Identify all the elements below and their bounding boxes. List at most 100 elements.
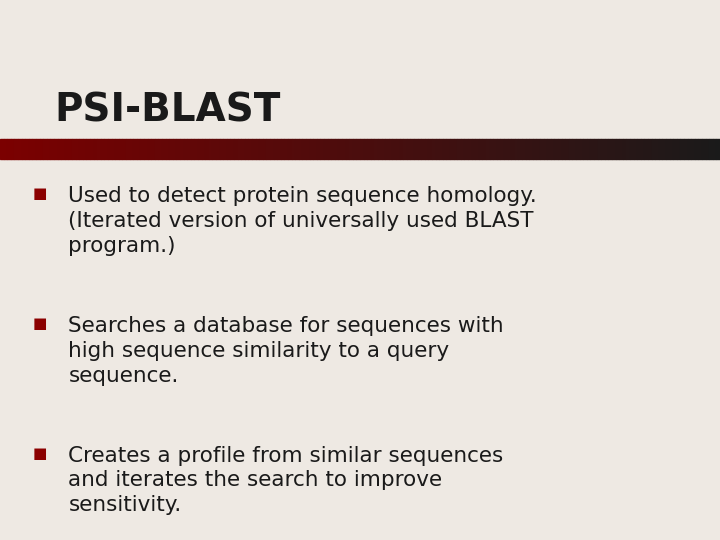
Bar [526, 139, 529, 159]
Bar [716, 139, 720, 159]
Bar [482, 139, 486, 159]
Bar [292, 139, 295, 159]
Bar [256, 139, 259, 159]
Bar [241, 139, 245, 159]
Bar [385, 139, 389, 159]
Bar [518, 139, 522, 159]
Bar [133, 139, 137, 159]
Bar [454, 139, 457, 159]
Bar [619, 139, 623, 159]
Bar [551, 139, 554, 159]
Bar [670, 139, 673, 159]
Bar [86, 139, 90, 159]
Text: Searches a database for sequences with
high sequence similarity to a query
seque: Searches a database for sequences with h… [68, 316, 504, 386]
Bar [335, 139, 338, 159]
Bar [709, 139, 713, 159]
Bar [673, 139, 677, 159]
Bar [313, 139, 317, 159]
Bar [40, 139, 43, 159]
Bar [392, 139, 396, 159]
Bar [576, 139, 580, 159]
Bar [472, 139, 475, 159]
Bar [108, 139, 112, 159]
Bar [205, 139, 209, 159]
Bar [54, 139, 58, 159]
Bar [11, 139, 14, 159]
Bar [457, 139, 461, 159]
Bar [407, 139, 410, 159]
Bar [565, 139, 569, 159]
Bar [25, 139, 29, 159]
Bar [184, 139, 187, 159]
Bar [504, 139, 508, 159]
Text: PSI-BLAST: PSI-BLAST [54, 92, 280, 130]
Bar [32, 139, 36, 159]
Bar [216, 139, 220, 159]
Bar [590, 139, 594, 159]
Bar [97, 139, 101, 159]
Bar [234, 139, 238, 159]
Bar [425, 139, 428, 159]
Bar [468, 139, 472, 159]
Bar [14, 139, 18, 159]
Bar [101, 139, 104, 159]
Bar [50, 139, 54, 159]
Bar [112, 139, 115, 159]
Bar [266, 139, 270, 159]
Bar [515, 139, 518, 159]
Bar [238, 139, 241, 159]
Bar [158, 139, 162, 159]
Bar [299, 139, 302, 159]
Bar [511, 139, 515, 159]
Bar [302, 139, 306, 159]
Bar [572, 139, 576, 159]
Bar [662, 139, 666, 159]
Bar [270, 139, 274, 159]
Bar [680, 139, 684, 159]
Bar [122, 139, 126, 159]
Bar [245, 139, 248, 159]
Bar [47, 139, 50, 159]
Bar [29, 139, 32, 159]
Bar [493, 139, 497, 159]
Bar [648, 139, 652, 159]
Bar [677, 139, 680, 159]
Bar [533, 139, 536, 159]
Text: Used to detect protein sequence homology.
(Iterated version of universally used : Used to detect protein sequence homology… [68, 186, 537, 256]
Bar [364, 139, 367, 159]
Bar [508, 139, 511, 159]
Bar [540, 139, 544, 159]
Bar [432, 139, 436, 159]
Bar [162, 139, 166, 159]
Bar [461, 139, 464, 159]
Bar [475, 139, 479, 159]
Bar [450, 139, 454, 159]
Bar [76, 139, 79, 159]
Bar [695, 139, 698, 159]
Bar [601, 139, 605, 159]
Bar [443, 139, 446, 159]
Bar [594, 139, 598, 159]
Bar [446, 139, 450, 159]
Bar [403, 139, 407, 159]
Bar [418, 139, 421, 159]
Bar [223, 139, 227, 159]
Bar [284, 139, 288, 159]
Bar [209, 139, 212, 159]
Bar [360, 139, 364, 159]
Bar [490, 139, 493, 159]
Bar [371, 139, 374, 159]
Bar [90, 139, 94, 159]
Bar [198, 139, 202, 159]
Bar [263, 139, 266, 159]
Bar [464, 139, 468, 159]
Bar [652, 139, 655, 159]
Bar [569, 139, 572, 159]
Bar [598, 139, 601, 159]
Bar [65, 139, 68, 159]
Bar [36, 139, 40, 159]
Bar [176, 139, 180, 159]
Bar [104, 139, 108, 159]
Bar [338, 139, 342, 159]
Bar [187, 139, 191, 159]
